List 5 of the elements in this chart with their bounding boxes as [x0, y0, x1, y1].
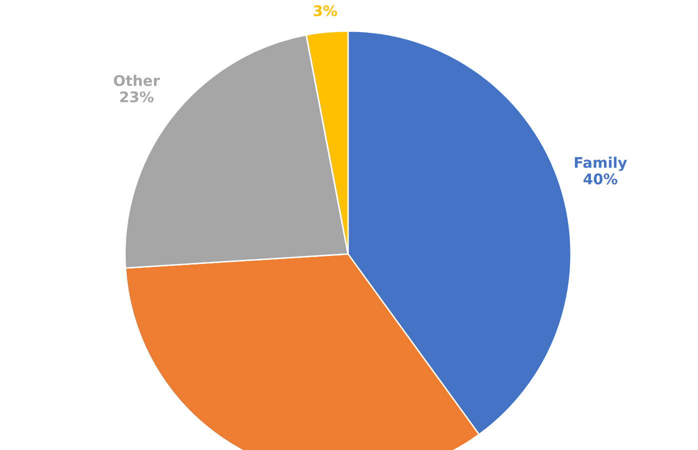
slice-label: Family — [574, 156, 627, 171]
data-label: 40% — [584, 173, 618, 184]
data-label: 3% — [314, 5, 338, 16]
data-label: 23% — [120, 91, 154, 102]
slice-label: Other — [114, 74, 160, 86]
